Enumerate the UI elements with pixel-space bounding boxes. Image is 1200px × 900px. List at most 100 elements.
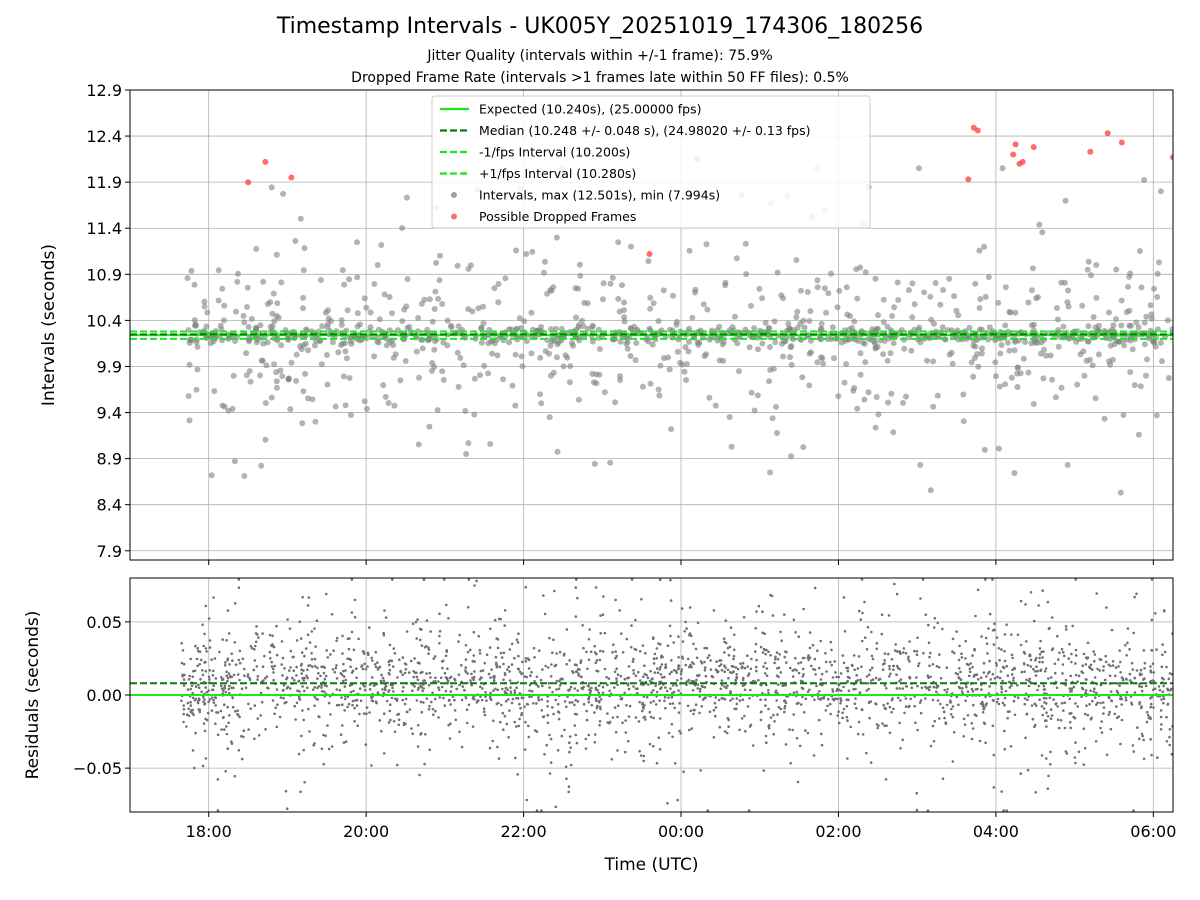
residual-point: [973, 648, 976, 652]
residual-point: [599, 698, 603, 701]
residual-point: [1098, 658, 1102, 661]
intervals-plot-frame: [129, 89, 1174, 561]
interval-point: [390, 342, 397, 349]
residual-point: [225, 732, 229, 736]
residual-point: [422, 578, 426, 581]
residual-point: [420, 685, 423, 689]
residual-point: [919, 597, 922, 600]
interval-point: [924, 357, 930, 364]
residual-point: [196, 701, 200, 705]
interval-point: [646, 325, 653, 332]
interval-point: [801, 324, 808, 331]
interval-point: [193, 386, 200, 393]
residual-point: [712, 736, 716, 739]
residual-point: [1118, 684, 1121, 688]
residual-point: [1068, 642, 1071, 646]
residual-point: [508, 679, 512, 682]
residual-point: [955, 630, 958, 633]
interval-point: [1074, 381, 1081, 388]
residual-point: [683, 630, 686, 633]
residual-point: [652, 716, 655, 720]
residual-point: [320, 665, 323, 669]
residual-point: [301, 595, 304, 599]
interval-point: [829, 324, 836, 331]
residual-point: [1125, 691, 1129, 694]
residual-point: [653, 652, 657, 656]
interval-point: [518, 353, 525, 360]
residual-point: [503, 714, 507, 718]
residual-point: [495, 661, 498, 665]
residual-point: [837, 682, 840, 686]
residual-point: [769, 593, 772, 597]
residual-point: [623, 677, 627, 681]
residual-point: [997, 702, 1001, 706]
residual-point: [980, 635, 983, 638]
interval-point: [1153, 412, 1160, 419]
interval-point: [766, 344, 773, 350]
residual-point: [425, 697, 429, 700]
residual-point: [904, 697, 908, 700]
residual-point: [405, 710, 409, 714]
residual-point: [960, 690, 964, 693]
residual-point: [1038, 698, 1041, 701]
residual-point: [225, 639, 228, 642]
residual-point: [761, 651, 765, 654]
interval-point: [434, 407, 441, 414]
residual-point: [415, 675, 419, 679]
residual-point: [846, 675, 850, 679]
residual-point: [491, 739, 495, 743]
residual-point: [1115, 705, 1118, 708]
residual-point: [614, 598, 617, 602]
residual-point: [546, 666, 550, 669]
interval-point: [766, 378, 773, 385]
residual-point: [808, 631, 812, 634]
residual-point: [769, 653, 772, 657]
residual-point: [759, 645, 763, 649]
residual-point: [703, 666, 707, 669]
legend-dot-swatch: [451, 192, 457, 198]
residual-point: [744, 729, 747, 733]
residual-point: [305, 674, 308, 678]
interval-point: [280, 190, 287, 197]
residual-point: [888, 705, 892, 709]
residual-point: [856, 667, 860, 670]
residual-point: [473, 660, 476, 663]
residual-point: [422, 679, 425, 682]
residual-point: [800, 686, 804, 690]
residual-point: [777, 705, 781, 709]
residual-point: [318, 715, 321, 719]
residual-point: [888, 731, 892, 735]
residual-point: [996, 697, 1000, 701]
residual-point: [515, 686, 518, 689]
residual-point: [510, 701, 514, 705]
residual-point: [228, 663, 231, 666]
residual-point: [664, 666, 667, 669]
interval-point: [342, 402, 349, 409]
y-axis-label: Intervals (seconds): [39, 244, 59, 406]
residual-point: [924, 697, 927, 700]
residual-point: [789, 761, 792, 765]
residual-point: [1099, 683, 1103, 687]
residual-point: [931, 698, 935, 702]
residual-point: [203, 632, 206, 636]
residual-point: [496, 745, 499, 749]
residual-point: [200, 690, 203, 693]
interval-point: [478, 324, 485, 331]
residual-point: [1150, 618, 1154, 622]
interval-point: [841, 379, 848, 386]
residual-point: [986, 672, 990, 675]
residual-point: [196, 664, 199, 668]
interval-point: [325, 307, 331, 314]
residual-point: [741, 665, 744, 668]
interval-point: [1165, 375, 1172, 381]
residual-point: [471, 676, 474, 680]
interval-point: [581, 299, 588, 306]
interval-point: [550, 284, 557, 291]
residual-point: [1119, 671, 1122, 674]
residual-point: [322, 671, 326, 675]
dropped-frame-point: [1118, 139, 1125, 146]
residual-point: [829, 640, 833, 644]
interval-point: [891, 304, 898, 311]
interval-point: [184, 275, 191, 282]
